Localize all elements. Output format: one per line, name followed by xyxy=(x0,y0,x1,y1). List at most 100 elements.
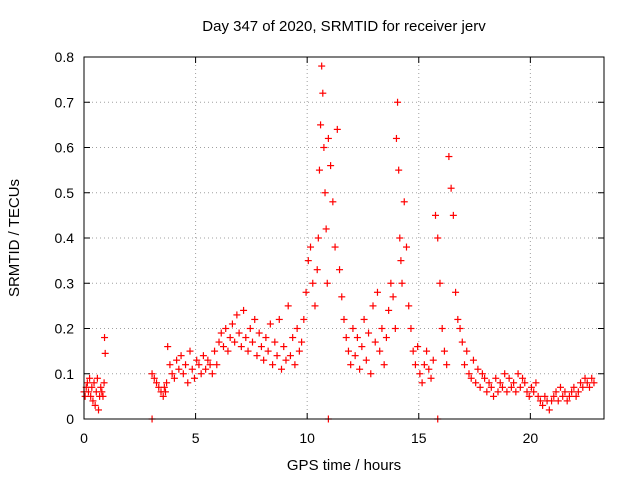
data-point xyxy=(409,347,417,355)
data-point xyxy=(329,198,337,206)
data-point xyxy=(463,347,471,355)
data-point xyxy=(478,370,486,378)
data-point xyxy=(449,211,457,219)
data-point xyxy=(496,379,504,387)
data-point xyxy=(318,62,326,70)
data-point xyxy=(436,279,444,287)
data-point xyxy=(492,374,500,382)
data-point xyxy=(338,293,346,301)
data-point xyxy=(405,302,413,310)
data-point xyxy=(588,374,596,382)
y-tick-label: 0.1 xyxy=(55,366,75,382)
data-point xyxy=(434,234,442,242)
data-point xyxy=(286,352,294,360)
data-point xyxy=(246,325,254,332)
data-point xyxy=(371,338,379,346)
data-point xyxy=(153,379,161,387)
y-axis-title: SRMTID / TECUs xyxy=(6,179,23,297)
data-point xyxy=(97,383,105,391)
data-point xyxy=(84,388,92,396)
data-point xyxy=(416,370,424,378)
data-points xyxy=(80,62,598,423)
data-point xyxy=(440,347,448,355)
data-point xyxy=(235,329,243,337)
data-point xyxy=(89,397,97,405)
data-point xyxy=(315,166,323,174)
data-point xyxy=(418,379,426,387)
data-point xyxy=(516,383,524,391)
data-point xyxy=(87,392,95,400)
data-point xyxy=(385,306,393,314)
data-point xyxy=(322,225,330,233)
data-point xyxy=(336,266,344,274)
data-point xyxy=(474,365,482,373)
data-point xyxy=(400,198,408,206)
data-point xyxy=(213,361,221,369)
data-point xyxy=(208,370,216,378)
data-point xyxy=(224,347,232,355)
y-tick-label: 0 xyxy=(66,411,74,427)
data-point xyxy=(590,379,598,387)
data-point xyxy=(264,347,272,355)
data-point xyxy=(521,379,529,387)
data-point xyxy=(278,365,286,373)
data-point xyxy=(438,325,446,332)
data-point xyxy=(228,320,236,328)
data-point xyxy=(365,329,373,337)
data-point xyxy=(324,134,332,142)
data-point xyxy=(570,383,578,391)
data-point xyxy=(331,243,339,251)
data-point xyxy=(351,352,359,360)
data-point xyxy=(396,234,404,242)
plot-frame xyxy=(83,56,605,420)
data-point xyxy=(188,365,196,373)
data-point xyxy=(217,329,225,337)
data-point xyxy=(280,343,288,351)
data-point xyxy=(398,279,406,287)
data-point xyxy=(472,379,480,387)
data-point xyxy=(378,325,386,332)
data-point xyxy=(100,379,108,387)
data-point xyxy=(536,397,544,405)
y-tick-label: 0.6 xyxy=(55,140,75,156)
data-point xyxy=(585,383,593,391)
data-point xyxy=(314,234,322,242)
data-point xyxy=(534,392,542,400)
data-point xyxy=(237,343,245,351)
data-point xyxy=(291,361,299,369)
y-tick-label: 0.2 xyxy=(55,321,75,337)
data-point xyxy=(340,315,348,323)
y-tick-label: 0.5 xyxy=(55,185,75,201)
data-point xyxy=(257,343,265,351)
y-tick-label: 0.8 xyxy=(55,49,75,65)
data-point xyxy=(168,370,176,378)
data-point xyxy=(83,379,91,387)
data-point xyxy=(98,388,106,396)
data-point xyxy=(177,352,185,360)
data-point xyxy=(530,388,538,396)
data-point xyxy=(175,365,183,373)
data-point xyxy=(262,334,270,342)
data-point xyxy=(432,211,440,219)
data-point xyxy=(342,334,350,342)
data-point xyxy=(93,374,101,382)
data-point xyxy=(510,379,518,387)
data-point xyxy=(452,288,460,296)
data-point xyxy=(150,374,158,382)
data-point xyxy=(387,279,395,287)
data-point xyxy=(289,334,297,342)
data-point xyxy=(231,338,239,346)
data-point xyxy=(195,361,203,369)
data-point xyxy=(197,370,205,378)
data-point xyxy=(251,315,259,323)
data-point xyxy=(240,306,248,314)
data-point xyxy=(273,352,281,360)
data-point xyxy=(99,392,107,400)
data-point xyxy=(182,361,190,369)
data-point xyxy=(395,166,403,174)
data-point xyxy=(425,365,433,373)
data-point xyxy=(532,379,540,387)
data-point xyxy=(161,388,169,396)
data-point xyxy=(333,125,341,133)
